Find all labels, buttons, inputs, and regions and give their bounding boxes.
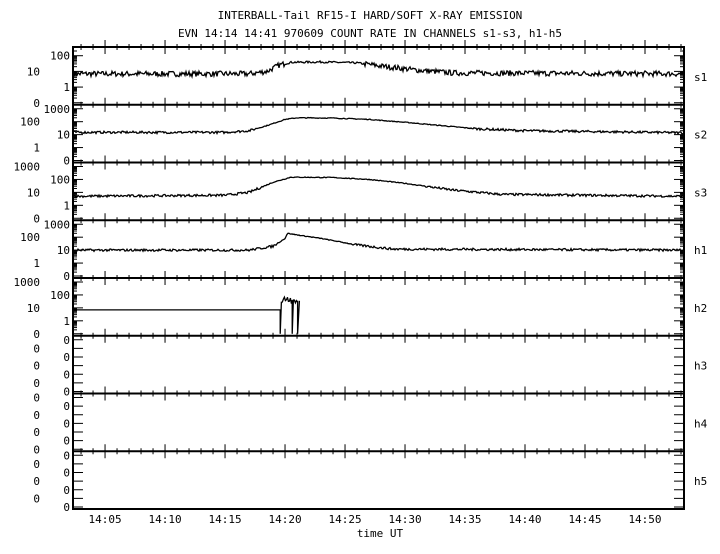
x-tick-label: 14:15 <box>208 513 241 526</box>
x-tick-label: 14:05 <box>88 513 121 526</box>
y-tick-label: 0 <box>33 360 40 373</box>
y-tick-label: 0 <box>33 212 40 225</box>
y-tick-label: 0 <box>33 342 40 355</box>
y-tick-label: 100 <box>50 50 70 63</box>
panel-label-s2: s2 <box>694 129 707 142</box>
panel-label-h2: h2 <box>694 302 707 315</box>
series-s1 <box>73 59 684 79</box>
y-tick-label: 0 <box>33 97 40 110</box>
y-tick-label: 100 <box>20 231 40 244</box>
x-tick-label: 14:50 <box>628 513 661 526</box>
panel-label-h4: h4 <box>694 417 708 430</box>
y-tick-label: 0 <box>63 351 70 364</box>
y-tick-label: 0 <box>33 409 40 422</box>
panel-label-h3: h3 <box>694 360 707 373</box>
y-tick-label: 0 <box>33 475 40 488</box>
series-s2 <box>73 116 684 136</box>
x-tick-label: 14:20 <box>268 513 301 526</box>
y-tick-label: 1000 <box>14 276 41 289</box>
y-tick-label: 0 <box>33 377 40 390</box>
y-tick-label: 0 <box>63 334 70 347</box>
y-tick-label: 0 <box>33 392 40 405</box>
y-tick-label: 0 <box>63 155 70 168</box>
y-tick-label: 1 <box>63 81 70 94</box>
y-tick-label: 0 <box>33 492 40 505</box>
y-tick-label: 0 <box>63 368 70 381</box>
x-tick-label: 14:40 <box>508 513 541 526</box>
y-tick-label: 0 <box>63 467 70 480</box>
y-tick-label: 1 <box>33 142 40 155</box>
y-tick-label: 1000 <box>44 103 71 116</box>
y-tick-label: 100 <box>50 289 70 302</box>
x-tick-label: 14:45 <box>568 513 601 526</box>
y-tick-label: 0 <box>33 443 40 456</box>
y-tick-label: 100 <box>50 173 70 186</box>
y-tick-label: 0 <box>63 417 70 430</box>
y-tick-label: 100 <box>20 116 40 129</box>
y-tick-label: 0 <box>63 400 70 413</box>
y-tick-label: 1000 <box>44 218 71 231</box>
y-tick-label: 1 <box>63 315 70 328</box>
y-tick-label: 10 <box>27 65 40 78</box>
y-tick-label: 10 <box>27 186 40 199</box>
y-tick-label: 10 <box>57 129 70 142</box>
chart-title: INTERBALL-Tail RF15-I HARD/SOFT X-RAY EM… <box>218 9 523 22</box>
y-tick-label: 10 <box>57 244 70 257</box>
x-tick-label: 14:35 <box>448 513 481 526</box>
y-tick-label: 10 <box>27 302 40 315</box>
y-tick-label: 1 <box>33 257 40 270</box>
y-tick-label: 0 <box>63 449 70 462</box>
y-tick-label: 0 <box>33 458 40 471</box>
y-tick-label: 0 <box>63 270 70 283</box>
series-h1 <box>74 232 684 253</box>
y-tick-label: 0 <box>63 386 70 399</box>
series-s3 <box>73 176 684 199</box>
chart-subtitle: EVN 14:14 14:41 970609 COUNT RATE IN CHA… <box>178 27 562 40</box>
series-h2 <box>72 295 301 334</box>
panel-label-h1: h1 <box>694 244 707 257</box>
x-tick-label: 14:30 <box>388 513 421 526</box>
y-tick-label: 0 <box>63 435 70 448</box>
panel-label-s3: s3 <box>694 186 707 199</box>
y-tick-label: 1000 <box>14 161 41 174</box>
y-tick-label: 1 <box>63 199 70 212</box>
panel-label-s1: s1 <box>694 71 707 84</box>
x-tick-label: 14:25 <box>328 513 361 526</box>
y-tick-label: 0 <box>63 501 70 514</box>
x-axis-label: time UT <box>357 527 404 540</box>
y-tick-label: 0 <box>33 328 40 341</box>
panel-label-h5: h5 <box>694 475 707 488</box>
y-tick-label: 0 <box>33 426 40 439</box>
y-tick-label: 0 <box>63 484 70 497</box>
x-tick-label: 14:10 <box>148 513 181 526</box>
